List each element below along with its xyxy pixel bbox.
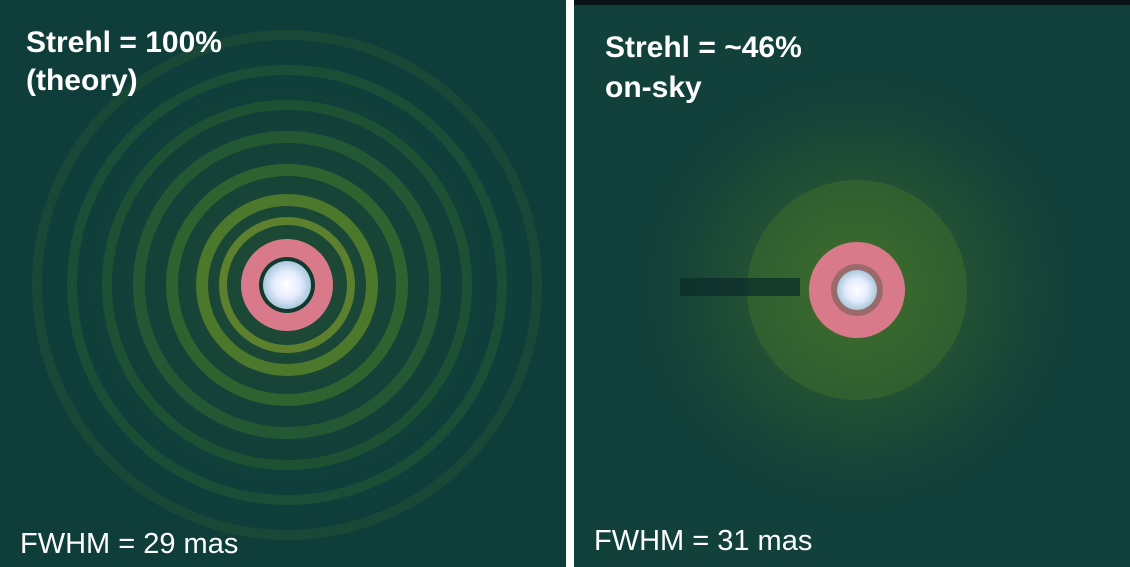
panel-caption: FWHM = 29 mas (20, 528, 238, 560)
panel-caption: FWHM = 31 mas (594, 525, 812, 557)
panel-title: (theory) (26, 64, 138, 97)
panel-title: on-sky (605, 71, 702, 104)
psf-on-sky (574, 5, 1130, 567)
panel-title: Strehl = 100% (26, 26, 222, 59)
psf-theory (0, 0, 566, 567)
panel-title: Strehl = ~46% (605, 31, 802, 64)
